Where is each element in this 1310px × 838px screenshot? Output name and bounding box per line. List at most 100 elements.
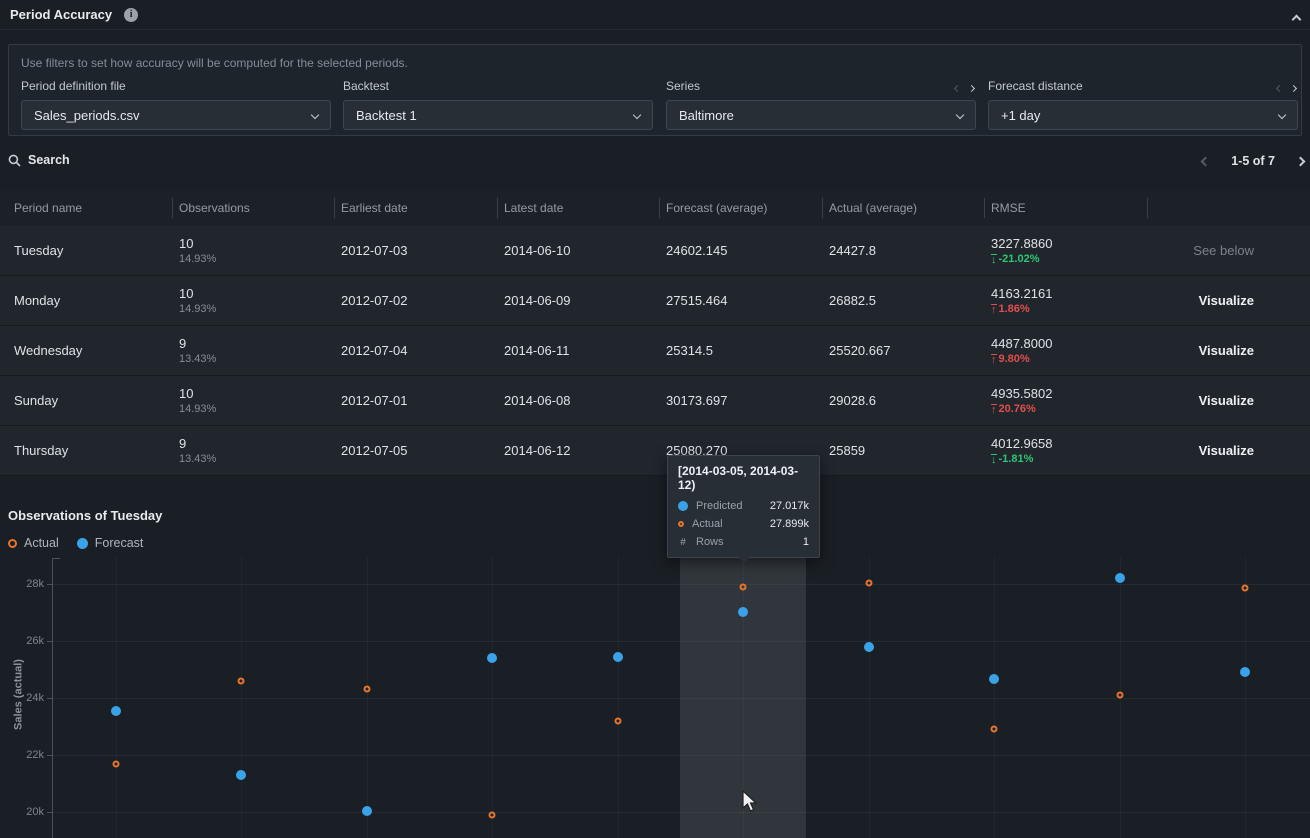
filter-group-series: Series Baltimore	[666, 79, 976, 130]
page-title: Period Accuracy	[10, 7, 112, 22]
forecast-point[interactable]	[864, 642, 874, 652]
actual-point[interactable]	[238, 677, 245, 684]
filter-label-backtest: Backtest	[343, 79, 653, 93]
period-name-cell: Wednesday	[0, 343, 172, 358]
actual-point[interactable]	[489, 811, 496, 818]
y-tick-mark	[47, 584, 52, 585]
chevron-down-icon	[311, 111, 319, 119]
forecast-point[interactable]	[111, 706, 121, 716]
rmse-delta: ↑9.80%	[991, 353, 1147, 365]
visualize-button[interactable]: Visualize	[1199, 393, 1254, 408]
rmse-delta-value: -21.02%	[999, 253, 1040, 265]
observations-percent: 14.93%	[179, 403, 334, 415]
section-header: Period Accuracy i	[0, 0, 1310, 30]
visualize-button[interactable]: Visualize	[1199, 293, 1254, 308]
action-cell: Visualize	[1147, 293, 1310, 308]
chevron-down-icon	[633, 111, 641, 119]
chevron-left-icon	[954, 85, 961, 92]
actual-point[interactable]	[113, 761, 120, 768]
actual-point[interactable]	[363, 686, 370, 693]
latest-date-cell: 2014-06-10	[497, 243, 659, 258]
filter-select-value: Sales_periods.csv	[34, 108, 140, 123]
chevron-right-icon	[968, 85, 975, 92]
filter-select-period-definition-file[interactable]: Sales_periods.csv	[21, 100, 331, 130]
observations-count: 10	[179, 286, 334, 301]
filter-panel: Use filters to set how accuracy will be …	[8, 44, 1302, 136]
action-cell: Visualize	[1147, 393, 1310, 408]
y-axis-label: Sales (actual)	[13, 635, 26, 755]
collapse-section-button[interactable]	[1293, 11, 1300, 26]
earliest-date-cell: 2012-07-04	[334, 343, 497, 358]
actual-average-cell: 24427.8	[822, 243, 984, 258]
forecast-point[interactable]	[236, 770, 246, 780]
stepper-prev-button[interactable]	[955, 79, 960, 94]
forecast-point[interactable]	[362, 806, 372, 816]
v-gridline	[1245, 556, 1246, 838]
column-header: Latest date	[497, 190, 659, 226]
rmse-delta-value: 1.86%	[999, 303, 1030, 315]
filter-select-backtest[interactable]: Backtest 1	[343, 100, 653, 130]
pagination-next-button[interactable]	[1297, 153, 1304, 168]
actual-average-cell: 26882.5	[822, 293, 984, 308]
visualize-button[interactable]: Visualize	[1199, 343, 1254, 358]
actual-point[interactable]	[991, 726, 998, 733]
y-tick-mark	[47, 812, 52, 813]
table-header-row: Period nameObservationsEarliest dateLate…	[0, 190, 1310, 226]
forecast-dot-icon	[678, 501, 688, 511]
column-header: Forecast (average)	[659, 190, 822, 226]
forecast-average-cell: 24602.145	[659, 243, 822, 258]
chart-tooltip: [2014-03-05, 2014-03-12) Predicted27.017…	[667, 455, 820, 558]
latest-date-cell: 2014-06-12	[497, 443, 659, 458]
actual-point[interactable]	[1116, 691, 1123, 698]
info-icon[interactable]: i	[124, 8, 138, 22]
stepper-prev-button[interactable]	[1277, 79, 1282, 94]
chevron-down-icon	[956, 111, 964, 119]
actual-point[interactable]	[740, 583, 747, 590]
chart-legend: Actual Forecast	[8, 536, 143, 550]
rmse-value: 4487.8000	[991, 336, 1147, 351]
forecast-point[interactable]	[989, 674, 999, 684]
forecast-point[interactable]	[738, 607, 748, 617]
chevron-down-icon	[1278, 111, 1286, 119]
search-input[interactable]: Search	[8, 153, 70, 167]
search-icon	[8, 154, 21, 167]
earliest-date-cell: 2012-07-03	[334, 243, 497, 258]
period-name-cell: Monday	[0, 293, 172, 308]
visualize-button[interactable]: Visualize	[1199, 443, 1254, 458]
legend-item-actual[interactable]: Actual	[8, 536, 59, 550]
earliest-date-cell: 2012-07-01	[334, 393, 497, 408]
actual-average-cell: 25859	[822, 443, 984, 458]
legend-item-forecast[interactable]: Forecast	[77, 536, 144, 550]
h-gridline	[53, 698, 1310, 699]
observations-cell: 1014.93%	[172, 386, 334, 415]
filter-label-period-definition-file: Period definition file	[21, 79, 331, 93]
y-tick-label: 26k	[10, 635, 44, 647]
forecast-point[interactable]	[613, 652, 623, 662]
rmse-value: 4012.9658	[991, 436, 1147, 451]
column-header: Period name	[0, 190, 172, 226]
rmse-cell: 4012.9658↓-1.81%	[984, 436, 1147, 465]
legend-label: Forecast	[95, 536, 144, 550]
filter-select-forecast-distance[interactable]: +1 day	[988, 100, 1298, 130]
actual-point[interactable]	[1241, 584, 1248, 591]
table-row: Tuesday1014.93%2012-07-032014-06-1024602…	[0, 226, 1310, 276]
forecast-point[interactable]	[1240, 667, 1250, 677]
table-row: Wednesday913.43%2012-07-042014-06-112531…	[0, 326, 1310, 376]
chevron-right-icon	[1290, 85, 1297, 92]
stepper-next-button[interactable]	[1291, 79, 1296, 94]
filter-stepper-series	[955, 79, 974, 94]
stepper-next-button[interactable]	[969, 79, 974, 94]
actual-point[interactable]	[865, 579, 872, 586]
actual-point[interactable]	[614, 717, 621, 724]
filter-select-value: Baltimore	[679, 108, 734, 123]
hash-icon: #	[678, 537, 688, 548]
y-axis-cap	[52, 558, 60, 559]
earliest-date-cell: 2012-07-02	[334, 293, 497, 308]
pagination-prev-button[interactable]	[1202, 153, 1209, 168]
v-gridline	[869, 556, 870, 838]
filter-label-series: Series	[666, 79, 976, 93]
forecast-point[interactable]	[487, 653, 497, 663]
arrow-up-to-bar-icon: ↑	[991, 304, 997, 315]
filter-select-series[interactable]: Baltimore	[666, 100, 976, 130]
forecast-point[interactable]	[1115, 573, 1125, 583]
